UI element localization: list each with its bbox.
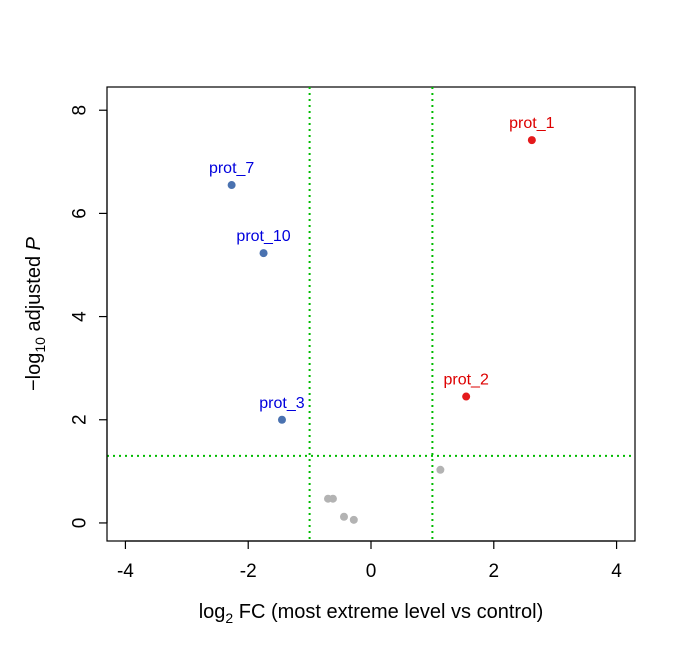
- point-label: prot_7: [209, 160, 254, 177]
- point-label: prot_3: [259, 395, 304, 412]
- plot-frame: [106, 86, 636, 542]
- x-tick-label: 4: [611, 561, 622, 582]
- data-point-prot-3: [277, 415, 286, 424]
- data-point: [328, 494, 337, 503]
- y-tick-label: 4: [70, 311, 91, 322]
- data-point: [339, 512, 348, 521]
- data-point: [436, 465, 445, 474]
- data-point-prot-10: [259, 249, 268, 258]
- y-tick-label: 6: [70, 208, 91, 219]
- data-point-prot-7: [227, 181, 236, 190]
- point-label: prot_2: [443, 372, 488, 389]
- y-tick-label: 8: [70, 105, 91, 116]
- point-label: prot_10: [236, 228, 290, 245]
- y-axis-title: −log10 adjusted P: [23, 236, 48, 391]
- y-tick-label: 0: [70, 518, 91, 529]
- x-tick-label: 2: [489, 561, 500, 582]
- x-axis: -4 -2 0 2 4: [117, 540, 622, 582]
- y-axis: 0 2 4 6 8: [70, 105, 108, 528]
- data-point-prot-2: [462, 392, 471, 401]
- x-tick-label: 0: [366, 561, 377, 582]
- x-tick-label: -2: [240, 561, 257, 582]
- point-labels: prot_1 prot_2 prot_7 prot_10 prot_3: [209, 115, 555, 412]
- data-point-prot-1: [527, 136, 536, 145]
- data-point: [349, 515, 358, 524]
- point-label: prot_1: [509, 115, 554, 132]
- x-axis-title: log2 FC (most extreme level vs control): [199, 601, 544, 626]
- threshold-lines: [107, 87, 635, 541]
- data-points: [227, 136, 536, 524]
- x-tick-label: -4: [117, 561, 134, 582]
- y-tick-label: 2: [70, 414, 91, 425]
